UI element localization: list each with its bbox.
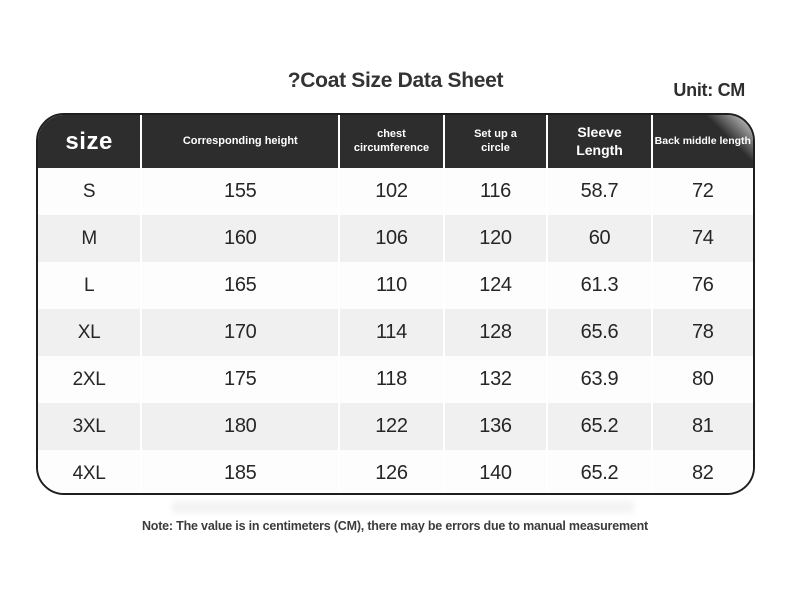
table-row: M 160 106 120 60 74	[38, 215, 753, 262]
table-row: 2XL 175 118 132 63.9 80	[38, 356, 753, 403]
header-cell-back: Back middle length	[650, 115, 753, 168]
header-cell-setup: Set up a circle	[442, 115, 547, 168]
value-cell: 128	[442, 309, 547, 356]
value-cell: 102	[338, 168, 442, 215]
value-cell: 74	[650, 215, 753, 262]
value-cell: 175	[140, 356, 338, 403]
header-cell-height: Corresponding height	[140, 115, 338, 168]
table-body: S 155 102 116 58.7 72 M 160 106 120 60 74 L 165 110 124…	[38, 168, 753, 493]
value-cell: 120	[442, 215, 547, 262]
value-cell: 58.7	[546, 168, 650, 215]
value-cell: 60	[546, 215, 650, 262]
value-cell: 76	[650, 262, 753, 309]
value-cell: 140	[442, 450, 547, 493]
value-cell: 116	[442, 168, 547, 215]
value-cell: 106	[338, 215, 442, 262]
size-cell: 3XL	[72, 415, 106, 437]
value-cell: 155	[140, 168, 338, 215]
value-cell: 61.3	[546, 262, 650, 309]
table-row: 3XL 180 122 136 65.2 81	[38, 403, 753, 450]
value-cell: 65.6	[546, 309, 650, 356]
value-cell: 114	[338, 309, 442, 356]
value-cell: 170	[140, 309, 338, 356]
size-cell: 2XL	[72, 368, 106, 390]
value-cell: 118	[338, 356, 442, 403]
value-cell: 110	[338, 262, 442, 309]
size-cell: 4XL	[72, 462, 106, 484]
value-cell: 136	[442, 403, 547, 450]
value-cell: 124	[442, 262, 547, 309]
table-header-row: size Corresponding height chest circumfe…	[38, 115, 753, 168]
header-cell-chest: chest circumference	[338, 115, 442, 168]
header-cell-size: size	[65, 127, 113, 155]
page-title: ?Coat Size Data Sheet	[287, 69, 504, 92]
size-table: size Corresponding height chest circumfe…	[36, 113, 755, 495]
table-row: S 155 102 116 58.7 72	[38, 168, 753, 215]
value-cell: 126	[338, 450, 442, 493]
unit-label: Unit: CM	[673, 80, 745, 100]
faint-watermark-smudge	[172, 501, 634, 513]
table-row: XL 170 114 128 65.6 78	[38, 309, 753, 356]
value-cell: 165	[140, 262, 338, 309]
size-cell: M	[81, 227, 97, 249]
size-cell: XL	[77, 321, 101, 343]
value-cell: 78	[650, 309, 753, 356]
value-cell: 82	[650, 450, 753, 493]
footnote: Note: The value is in centimeters (CM), …	[141, 519, 649, 533]
value-cell: 180	[140, 403, 338, 450]
value-cell: 80	[650, 356, 753, 403]
value-cell: 63.9	[546, 356, 650, 403]
value-cell: 81	[650, 403, 753, 450]
value-cell: 72	[650, 168, 753, 215]
value-cell: 160	[140, 215, 338, 262]
value-cell: 65.2	[546, 403, 650, 450]
table-row: 4XL 185 126 140 65.2 82	[38, 450, 753, 493]
value-cell: 122	[338, 403, 442, 450]
value-cell: 132	[442, 356, 547, 403]
table-row: L 165 110 124 61.3 76	[38, 262, 753, 309]
value-cell: 65.2	[546, 450, 650, 493]
header-cell-sleeve: Sleeve Length	[546, 115, 650, 168]
size-cell: L	[83, 274, 95, 296]
size-cell: S	[82, 180, 96, 202]
value-cell: 185	[140, 450, 338, 493]
